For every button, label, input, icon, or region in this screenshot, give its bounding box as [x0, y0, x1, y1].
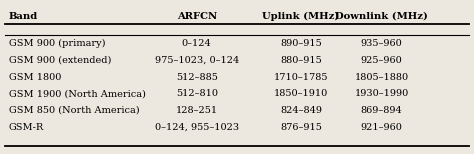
- Text: 876–915: 876–915: [280, 123, 322, 132]
- Text: ARFCN: ARFCN: [177, 12, 217, 21]
- Text: 0–124, 955–1023: 0–124, 955–1023: [155, 123, 239, 132]
- Text: GSM 1800: GSM 1800: [9, 73, 61, 82]
- Text: 1850–1910: 1850–1910: [274, 89, 328, 98]
- Text: 0–124: 0–124: [182, 39, 211, 48]
- Text: 512–810: 512–810: [176, 89, 218, 98]
- Text: 935–960: 935–960: [361, 39, 402, 48]
- Text: 869–894: 869–894: [361, 106, 402, 115]
- Text: Band: Band: [9, 12, 38, 21]
- Text: GSM 850 (North America): GSM 850 (North America): [9, 106, 139, 115]
- Text: 1710–1785: 1710–1785: [274, 73, 328, 82]
- Text: 1805–1880: 1805–1880: [355, 73, 409, 82]
- Text: 1930–1990: 1930–1990: [355, 89, 409, 98]
- Text: 921–960: 921–960: [361, 123, 402, 132]
- Text: 925–960: 925–960: [361, 56, 402, 65]
- Text: 880–915: 880–915: [280, 56, 322, 65]
- Text: GSM-R: GSM-R: [9, 123, 44, 132]
- Text: Downlink (MHz): Downlink (MHz): [335, 12, 428, 21]
- Text: GSM 900 (primary): GSM 900 (primary): [9, 39, 105, 49]
- Text: 512–885: 512–885: [176, 73, 218, 82]
- Text: GSM 900 (extended): GSM 900 (extended): [9, 56, 111, 65]
- Text: 128–251: 128–251: [176, 106, 218, 115]
- Text: 890–915: 890–915: [280, 39, 322, 48]
- Text: Uplink (MHz): Uplink (MHz): [263, 12, 339, 21]
- Text: GSM 1900 (North America): GSM 1900 (North America): [9, 89, 146, 98]
- Text: 975–1023, 0–124: 975–1023, 0–124: [155, 56, 239, 65]
- Text: 824–849: 824–849: [280, 106, 322, 115]
